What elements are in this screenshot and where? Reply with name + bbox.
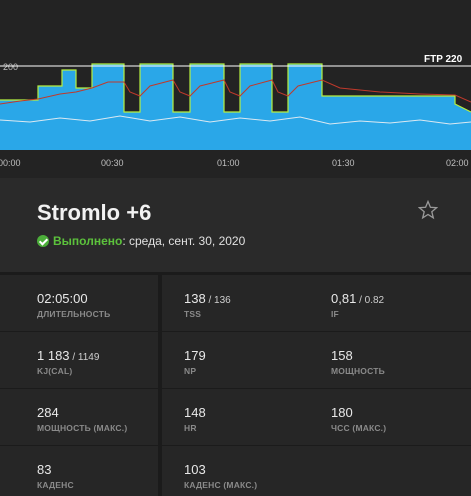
time-tick-label: 01:00	[217, 158, 240, 168]
metric-tss: 138 / 136 TSS	[162, 275, 320, 331]
hr-line	[0, 79, 471, 105]
metric-value: 138 / 136	[184, 291, 231, 306]
power-line	[0, 63, 471, 113]
metric-empty	[313, 446, 471, 496]
metric-kj: 1 183 / 1149 KJ(CAL)	[0, 332, 158, 388]
workout-header: Stromlo +6 Выполнено : среда, сент. 30, …	[0, 178, 471, 272]
metric-hr-max: 180 ЧСС (МАКС.)	[313, 389, 471, 445]
workout-chart-svg: 200 FTP 220 00:00 00:30 01:00 01:30 02:0…	[0, 54, 471, 168]
metric-value: 0,81 / 0.82	[331, 291, 385, 306]
metric-value: 148	[184, 405, 206, 420]
threshold-tick-label: 200	[3, 62, 18, 72]
metric-power: 158 МОЩНОСТЬ	[313, 332, 471, 388]
metric-value: 158	[331, 348, 353, 363]
metric-cadence-max: 103 КАДЕНС (МАКС.)	[162, 446, 320, 496]
status-completed: Выполнено	[53, 234, 123, 248]
ftp-label: FTP 220	[424, 54, 463, 65]
power-area	[0, 64, 471, 150]
metric-label: NP	[184, 366, 197, 376]
metric-label: IF	[331, 309, 339, 319]
metric-label: МОЩНОСТЬ	[331, 366, 385, 376]
metric-value: 02:05:00	[37, 291, 88, 306]
time-tick-label: 00:00	[0, 158, 21, 168]
metric-cadence: 83 КАДЕНС	[0, 446, 158, 496]
star-outline-icon[interactable]	[418, 200, 438, 220]
metric-label: KJ(CAL)	[37, 366, 73, 376]
metric-value: 83	[37, 462, 52, 477]
metric-label: КАДЕНС	[37, 480, 74, 490]
metric-power-max: 284 МОЩНОСТЬ (МАКС.)	[0, 389, 158, 445]
metric-label: ДЛИТЕЛЬНОСТЬ	[37, 309, 111, 319]
metric-duration: 02:05:00 ДЛИТЕЛЬНОСТЬ	[0, 275, 158, 331]
workout-title: Stromlo +6	[37, 200, 152, 225]
time-tick-label: 01:30	[332, 158, 355, 168]
metric-label: ЧСС (МАКС.)	[331, 423, 387, 433]
metric-value: 103	[184, 462, 206, 477]
workout-status-row: Выполнено : среда, сент. 30, 2020	[37, 234, 245, 248]
metric-hr: 148 HR	[162, 389, 320, 445]
check-circle-icon	[37, 235, 49, 247]
workout-chart[interactable]: 200 FTP 220 00:00 00:30 01:00 01:30 02:0…	[0, 0, 471, 178]
metric-np: 179 NP	[162, 332, 320, 388]
time-tick-label: 02:00	[446, 158, 469, 168]
metrics-grid: 02:05:00 ДЛИТЕЛЬНОСТЬ 138 / 136 TSS 0,81…	[0, 272, 471, 496]
metric-label: МОЩНОСТЬ (МАКС.)	[37, 423, 128, 433]
time-tick-label: 00:30	[101, 158, 124, 168]
metric-value: 1 183 / 1149	[37, 348, 100, 363]
metric-value: 179	[184, 348, 206, 363]
workout-date: : среда, сент. 30, 2020	[122, 234, 246, 248]
cadence-line	[0, 115, 471, 125]
metric-label: КАДЕНС (МАКС.)	[184, 480, 258, 490]
metric-if: 0,81 / 0.82 IF	[313, 275, 471, 331]
metric-label: TSS	[184, 309, 202, 319]
metric-value: 180	[331, 405, 353, 420]
metric-value: 284	[37, 405, 59, 420]
metric-label: HR	[184, 423, 197, 433]
